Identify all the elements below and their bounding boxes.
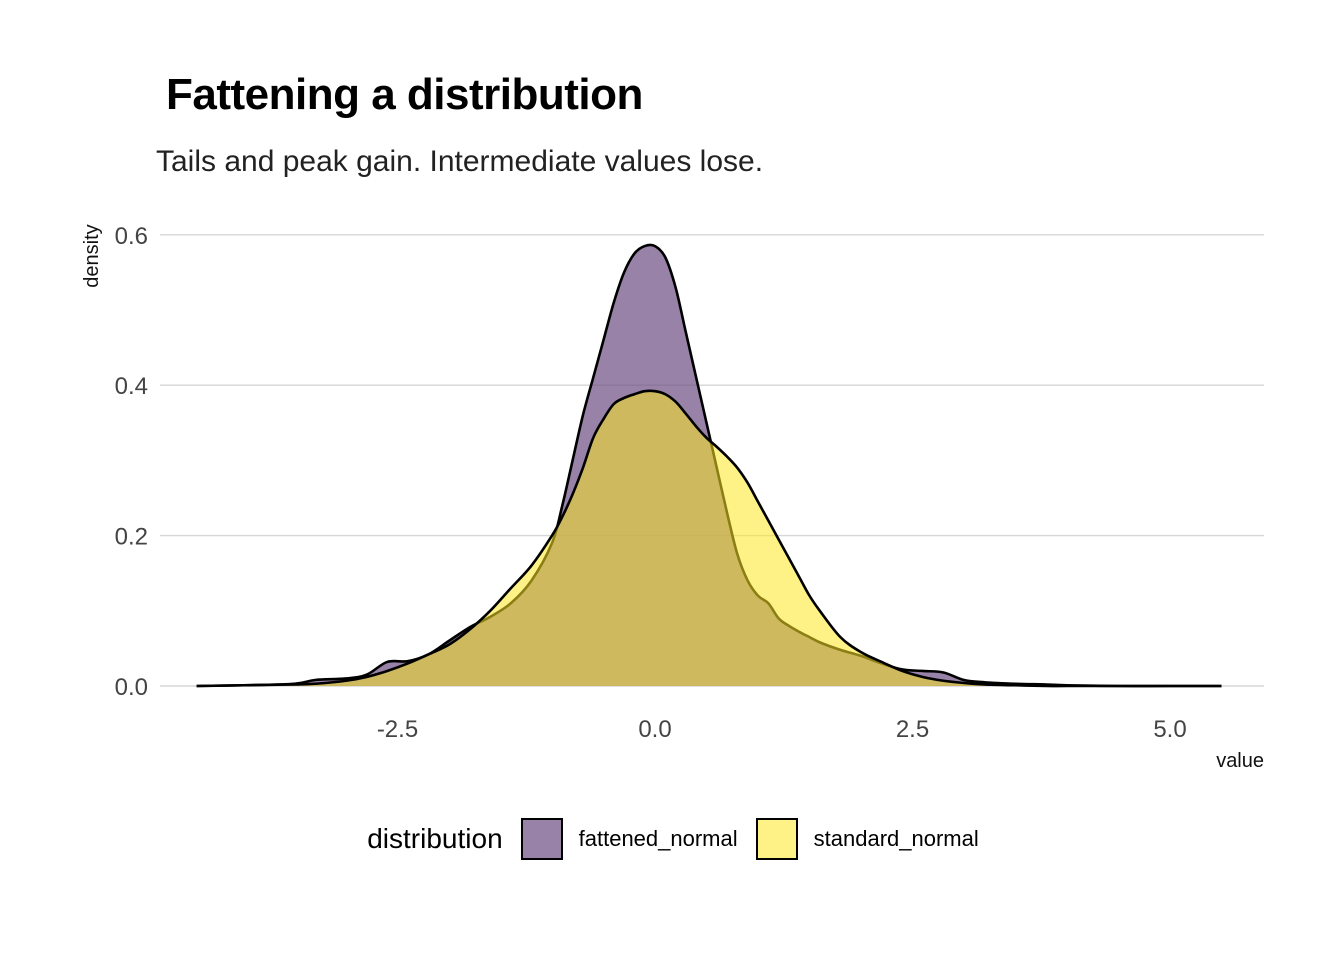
legend-label-standard-normal: standard_normal [813, 826, 979, 851]
x-tick-label: -2.5 [377, 716, 418, 743]
legend: distribution fattened_normal standard_no… [0, 818, 1344, 860]
legend-swatch-standard-normal [755, 818, 798, 860]
legend-item-standard-normal: standard_normal [755, 818, 979, 860]
density-line-standard-normal [196, 389, 1222, 688]
x-axis-ticks: -2.5 0.0 2.5 5.0 [377, 716, 1187, 743]
legend-label-fattened-normal: fattened_normal [578, 826, 738, 851]
x-axis-title: value [1216, 750, 1264, 772]
y-axis-ticks: 0.0 0.2 0.4 0.6 [115, 223, 148, 701]
density-line-fattened-normal [196, 243, 1222, 688]
x-tick-label: 5.0 [1153, 716, 1186, 743]
x-tick-label: 0.0 [638, 716, 671, 743]
y-axis-title: density [81, 224, 103, 287]
density-area-standard-normal [196, 390, 1222, 687]
y-tick-label: 0.2 [115, 524, 148, 551]
density-areas [196, 243, 1222, 688]
legend-swatch-fattened-normal [520, 818, 563, 860]
legend-title: distribution [367, 823, 503, 854]
legend-item-fattened-normal: fattened_normal [520, 818, 738, 860]
chart-subtitle: Tails and peak gain. Intermediate values… [156, 145, 764, 178]
y-tick-label: 0.0 [115, 674, 148, 701]
y-tick-label: 0.6 [115, 223, 148, 250]
chart-title: Fattening a distribution [166, 70, 643, 119]
x-tick-label: 2.5 [896, 716, 929, 743]
y-tick-label: 0.4 [115, 373, 148, 400]
